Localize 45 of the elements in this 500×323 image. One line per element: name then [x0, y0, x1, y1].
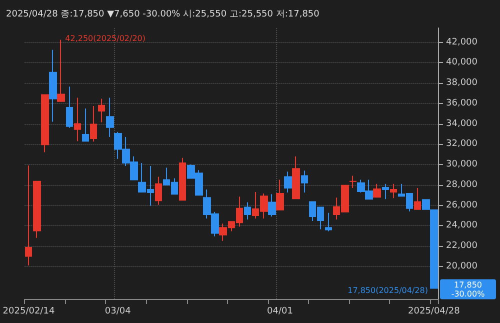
candlestick	[82, 108, 89, 142]
annotation: 17,850(2025/04/28)	[348, 286, 428, 295]
candlestick	[349, 175, 357, 188]
candlestick	[244, 202, 251, 220]
candlestick	[276, 179, 284, 210]
y-tick-label: 32,000	[446, 139, 478, 150]
candlestick	[382, 183, 389, 200]
candlestick	[155, 176, 162, 206]
candlestick	[292, 156, 300, 200]
annotation: 42,250(2025/02/20)	[65, 34, 146, 44]
candlestick	[106, 97, 114, 138]
candlestick	[373, 183, 381, 198]
y-tick-label: 36,000	[446, 98, 478, 108]
candlestick	[66, 86, 73, 128]
x-tick-label: 2025/02/14	[2, 306, 55, 316]
x-tick-label: 2025/04/28	[408, 306, 460, 316]
candlestick	[90, 105, 97, 142]
candlestick	[57, 39, 65, 102]
y-tick-label: 20,000	[446, 261, 478, 272]
x-tick-label: 03/04	[104, 306, 132, 316]
candlestick	[268, 194, 276, 217]
candlestick	[25, 165, 32, 266]
text: 2025/04/28 종:17,850 ▼7,650 -30.00% 시:25,550 고:25,550 저:17,850	[6, 10, 320, 20]
candlestick	[301, 170, 308, 194]
candlestick	[414, 187, 421, 210]
candlestick	[390, 183, 397, 199]
y-tick-label: 26,000	[446, 200, 478, 210]
y-tick-label: 22,000	[446, 241, 478, 252]
candlestick	[284, 171, 292, 194]
y-tick-label: 30,000	[446, 160, 478, 170]
y-tick-label: 34,000	[446, 118, 478, 129]
candlestick	[179, 157, 186, 201]
candlestick	[74, 97, 81, 142]
text: 17,850 -30.00%	[451, 280, 486, 298]
y-tick-label: 40,000	[446, 58, 478, 68]
y-tick-label: 24,000	[446, 220, 478, 231]
y-tick-label: 38,000	[446, 78, 478, 88]
candlestick	[33, 180, 41, 238]
y-tick-label: 28,000	[446, 180, 478, 190]
candlestick	[41, 94, 49, 153]
candlestick	[49, 49, 57, 122]
candlestick	[98, 98, 105, 123]
y-tick-label: 42,000	[446, 37, 478, 48]
candlestick	[325, 212, 332, 232]
x-tick-label: 04/01	[267, 306, 293, 316]
